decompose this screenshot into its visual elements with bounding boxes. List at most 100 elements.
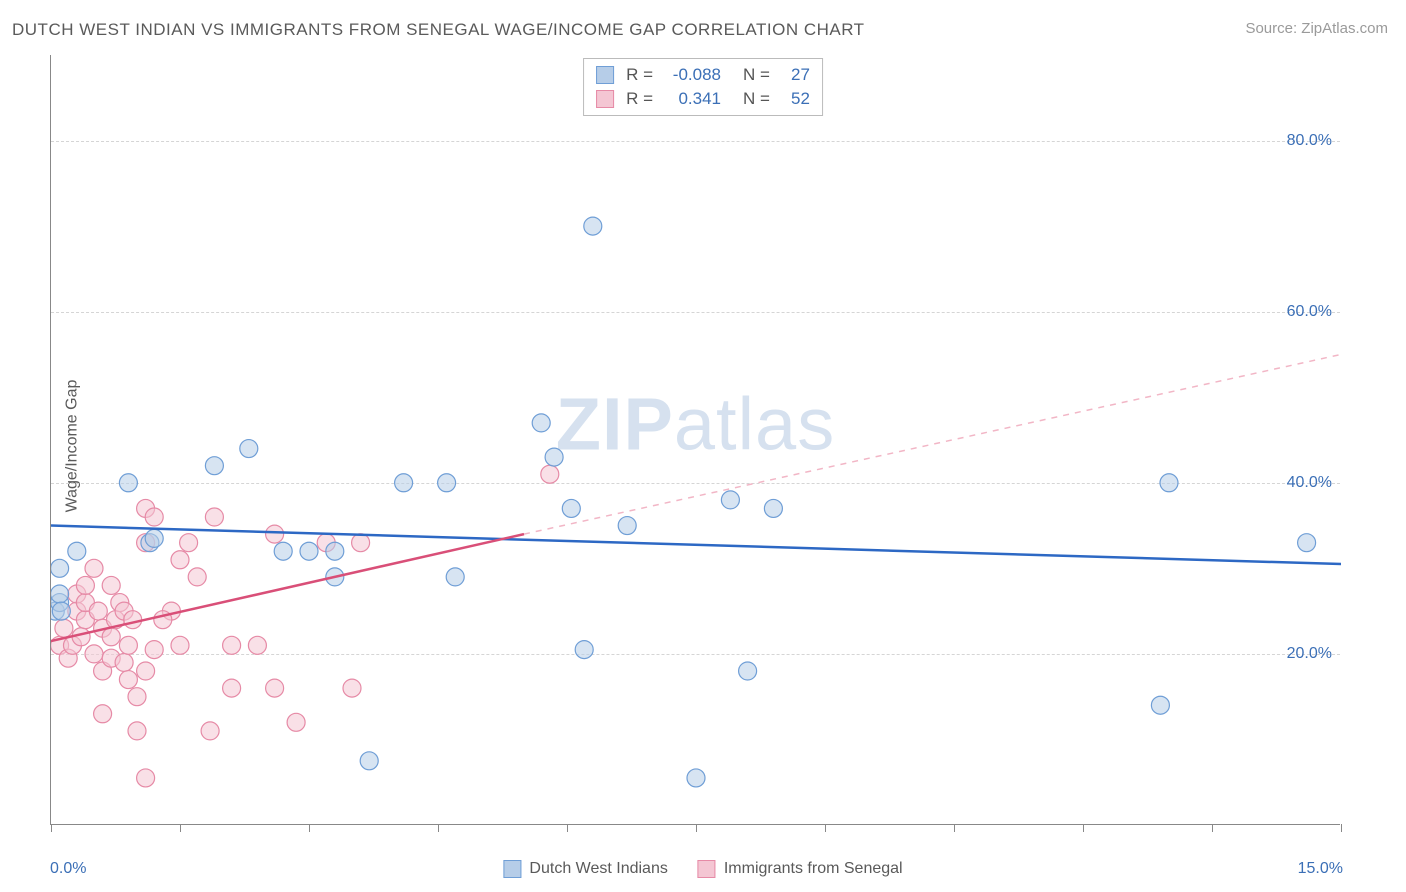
n-value: 27 — [782, 65, 810, 85]
pink-swatch-icon — [698, 860, 716, 878]
legend-item: Immigrants from Senegal — [698, 860, 903, 878]
x-tick — [696, 824, 697, 832]
x-tick — [825, 824, 826, 832]
blue-swatch-icon — [596, 66, 614, 84]
data-point — [76, 576, 94, 594]
data-point — [562, 499, 580, 517]
data-point — [575, 641, 593, 659]
chart-title: DUTCH WEST INDIAN VS IMMIGRANTS FROM SEN… — [12, 20, 865, 40]
data-point — [300, 542, 318, 560]
n-label: N = — [743, 65, 770, 85]
data-point — [584, 217, 602, 235]
x-tick — [309, 824, 310, 832]
data-point — [360, 752, 378, 770]
data-point — [721, 491, 739, 509]
x-tick — [438, 824, 439, 832]
x-tick — [1341, 824, 1342, 832]
r-value: 0.341 — [665, 89, 721, 109]
n-label: N = — [743, 89, 770, 109]
data-point — [223, 636, 241, 654]
data-point — [124, 611, 142, 629]
data-point — [223, 679, 241, 697]
data-point — [51, 559, 69, 577]
data-point — [85, 645, 103, 663]
data-point — [68, 542, 86, 560]
data-point — [352, 534, 370, 552]
data-point — [287, 713, 305, 731]
regression-line — [524, 354, 1341, 534]
data-point — [137, 662, 155, 680]
x-tick — [180, 824, 181, 832]
data-point — [171, 551, 189, 569]
data-point — [119, 636, 137, 654]
data-point — [171, 636, 189, 654]
data-point — [137, 769, 155, 787]
n-value: 52 — [782, 89, 810, 109]
x-tick — [954, 824, 955, 832]
data-point — [739, 662, 757, 680]
data-point — [764, 499, 782, 517]
data-point — [119, 671, 137, 689]
data-point — [188, 568, 206, 586]
regression-line — [51, 526, 1341, 565]
data-point — [248, 636, 266, 654]
source-attribution: Source: ZipAtlas.com — [1245, 20, 1388, 37]
data-point — [205, 508, 223, 526]
data-point — [89, 602, 107, 620]
data-point — [446, 568, 464, 586]
data-point — [180, 534, 198, 552]
pink-swatch-icon — [596, 90, 614, 108]
data-point — [55, 619, 73, 637]
r-value: -0.088 — [665, 65, 721, 85]
legend-row: R = 0.341 N = 52 — [596, 87, 810, 111]
data-point — [201, 722, 219, 740]
x-tick — [567, 824, 568, 832]
x-tick — [51, 824, 52, 832]
data-point — [119, 474, 137, 492]
data-point — [85, 559, 103, 577]
data-point — [145, 641, 163, 659]
correlation-legend: R = -0.088 N = 27 R = 0.341 N = 52 — [583, 58, 823, 116]
data-point — [240, 440, 258, 458]
legend-row: R = -0.088 N = 27 — [596, 63, 810, 87]
legend-item: Dutch West Indians — [503, 860, 667, 878]
x-axis-max-label: 15.0% — [1298, 860, 1343, 878]
data-point — [51, 585, 69, 603]
data-point — [145, 508, 163, 526]
data-point — [205, 457, 223, 475]
data-point — [545, 448, 563, 466]
data-point — [274, 542, 292, 560]
data-point — [343, 679, 361, 697]
data-point — [326, 542, 344, 560]
data-point — [52, 602, 70, 620]
data-point — [438, 474, 456, 492]
data-point — [618, 517, 636, 535]
blue-swatch-icon — [503, 860, 521, 878]
data-point — [1151, 696, 1169, 714]
data-point — [128, 722, 146, 740]
data-point — [1298, 534, 1316, 552]
data-point — [102, 576, 120, 594]
data-point — [145, 529, 163, 547]
r-label: R = — [626, 65, 653, 85]
data-point — [532, 414, 550, 432]
data-point — [266, 679, 284, 697]
legend-label: Immigrants from Senegal — [724, 860, 903, 878]
legend-label: Dutch West Indians — [529, 860, 667, 878]
x-axis-min-label: 0.0% — [50, 860, 86, 878]
x-tick — [1212, 824, 1213, 832]
series-legend: Dutch West Indians Immigrants from Senega… — [503, 860, 902, 878]
data-point — [94, 705, 112, 723]
data-point — [687, 769, 705, 787]
data-point — [102, 628, 120, 646]
data-point — [128, 688, 146, 706]
data-point — [266, 525, 284, 543]
data-point — [395, 474, 413, 492]
plot-area: 20.0%40.0%60.0%80.0% ZIPatlas — [50, 55, 1340, 825]
data-point — [115, 653, 133, 671]
scatter-svg — [51, 55, 1341, 825]
r-label: R = — [626, 89, 653, 109]
x-tick — [1083, 824, 1084, 832]
data-point — [541, 465, 559, 483]
data-point — [1160, 474, 1178, 492]
